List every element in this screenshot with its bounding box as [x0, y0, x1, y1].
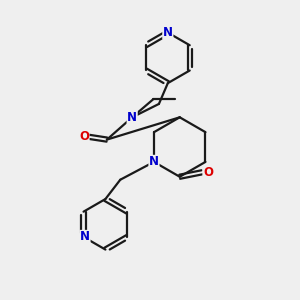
Text: N: N: [80, 230, 90, 243]
Text: O: O: [203, 166, 213, 179]
Text: N: N: [163, 26, 173, 39]
Text: N: N: [127, 111, 137, 124]
Text: N: N: [149, 155, 159, 168]
Text: O: O: [79, 130, 89, 143]
